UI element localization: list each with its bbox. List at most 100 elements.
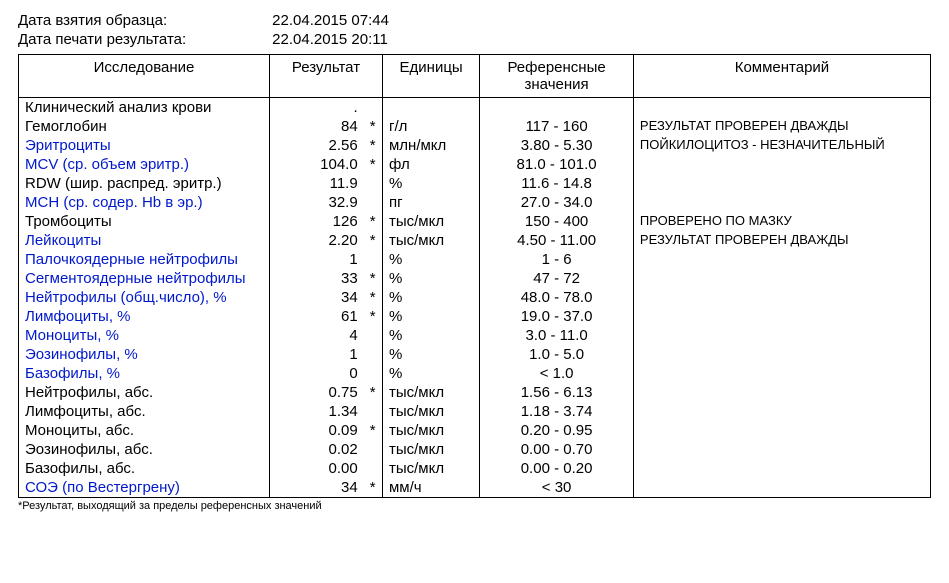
results-table: Исследование Результат Единицы Референсн… — [18, 54, 931, 498]
units: фл — [382, 155, 479, 174]
result-value: 33 — [269, 269, 363, 288]
comment — [633, 440, 930, 459]
test-name: Эозинофилы, абс. — [19, 440, 270, 459]
comment — [633, 364, 930, 383]
test-name: Нейтрофилы, абс. — [19, 383, 270, 402]
test-name[interactable]: СОЭ (по Вестергрену) — [19, 478, 270, 498]
out-of-range-mark: * — [364, 269, 383, 288]
units: млн/мкл — [382, 136, 479, 155]
print-date-value: 22.04.2015 20:11 — [272, 31, 388, 48]
table-row: Палочкоядерные нейтрофилы1%1 - 6 — [19, 250, 931, 269]
result-value: 0.02 — [269, 440, 363, 459]
out-of-range-mark: * — [364, 231, 383, 250]
test-name[interactable]: Моноциты, % — [19, 326, 270, 345]
result-value: 4 — [269, 326, 363, 345]
reference-range: 150 - 400 — [480, 212, 634, 231]
result-value: 104.0 — [269, 155, 363, 174]
units: % — [382, 288, 479, 307]
test-name: Клинический анализ крови — [19, 98, 270, 118]
units: тыс/мкл — [382, 212, 479, 231]
result-value: 1 — [269, 345, 363, 364]
units: % — [382, 326, 479, 345]
units: мм/ч — [382, 478, 479, 498]
test-name[interactable]: Эритроциты — [19, 136, 270, 155]
test-name[interactable]: Нейтрофилы (общ.число), % — [19, 288, 270, 307]
comment — [633, 383, 930, 402]
units: тыс/мкл — [382, 402, 479, 421]
test-name: Тромбоциты — [19, 212, 270, 231]
comment — [633, 459, 930, 478]
result-value: 2.56 — [269, 136, 363, 155]
units: % — [382, 364, 479, 383]
print-date-line: Дата печати результата: 22.04.2015 20:11 — [18, 31, 931, 48]
print-date-label: Дата печати результата: — [18, 31, 268, 48]
out-of-range-mark — [364, 402, 383, 421]
units: тыс/мкл — [382, 440, 479, 459]
result-value: 1.34 — [269, 402, 363, 421]
table-row: MCV (ср. объем эритр.)104.0*фл81.0 - 101… — [19, 155, 931, 174]
table-row: Сегментоядерные нейтрофилы33*%47 - 72 — [19, 269, 931, 288]
header-row: Исследование Результат Единицы Референсн… — [19, 55, 931, 98]
out-of-range-mark — [364, 174, 383, 193]
reference-range: 1.56 - 6.13 — [480, 383, 634, 402]
reference-range: 19.0 - 37.0 — [480, 307, 634, 326]
reference-range: 1.18 - 3.74 — [480, 402, 634, 421]
reference-range: 4.50 - 11.00 — [480, 231, 634, 250]
sample-date-line: Дата взятия образца: 22.04.2015 07:44 — [18, 12, 931, 29]
table-row: Моноциты, абс.0.09*тыс/мкл0.20 - 0.95 — [19, 421, 931, 440]
table-row: Гемоглобин84*г/л117 - 160РЕЗУЛЬТАТ ПРОВЕ… — [19, 117, 931, 136]
comment — [633, 155, 930, 174]
sample-date-value: 22.04.2015 07:44 — [272, 12, 389, 29]
table-row: Нейтрофилы (общ.число), %34*%48.0 - 78.0 — [19, 288, 931, 307]
test-name[interactable]: Лейкоциты — [19, 231, 270, 250]
test-name[interactable]: MCH (ср. содер. Hb в эр.) — [19, 193, 270, 212]
units: % — [382, 345, 479, 364]
result-value: 32.9 — [269, 193, 363, 212]
table-row: Тромбоциты126*тыс/мкл150 - 400ПРОВЕРЕНО … — [19, 212, 931, 231]
test-name: Моноциты, абс. — [19, 421, 270, 440]
out-of-range-mark — [364, 459, 383, 478]
test-name: RDW (шир. распред. эритр.) — [19, 174, 270, 193]
out-of-range-mark: * — [364, 421, 383, 440]
out-of-range-mark — [364, 98, 383, 118]
footnote: *Результат, выходящий за пределы референ… — [18, 500, 931, 512]
reference-range: 117 - 160 — [480, 117, 634, 136]
reference-range: < 30 — [480, 478, 634, 498]
result-value: 0.00 — [269, 459, 363, 478]
table-row: Эозинофилы, %1%1.0 - 5.0 — [19, 345, 931, 364]
col-test: Исследование — [19, 55, 270, 98]
reference-range: < 1.0 — [480, 364, 634, 383]
test-name[interactable]: MCV (ср. объем эритр.) — [19, 155, 270, 174]
test-name[interactable]: Палочкоядерные нейтрофилы — [19, 250, 270, 269]
comment — [633, 421, 930, 440]
out-of-range-mark: * — [364, 383, 383, 402]
reference-range: 48.0 - 78.0 — [480, 288, 634, 307]
result-value: 0 — [269, 364, 363, 383]
comment — [633, 269, 930, 288]
test-name[interactable]: Лимфоциты, % — [19, 307, 270, 326]
table-row: Лейкоциты2.20*тыс/мкл4.50 - 11.00РЕЗУЛЬТ… — [19, 231, 931, 250]
units — [382, 98, 479, 118]
out-of-range-mark — [364, 345, 383, 364]
out-of-range-mark — [364, 326, 383, 345]
reference-range: 0.00 - 0.20 — [480, 459, 634, 478]
comment: РЕЗУЛЬТАТ ПРОВЕРЕН ДВАЖДЫ — [633, 231, 930, 250]
table-row: Базофилы, абс.0.00тыс/мкл0.00 - 0.20 — [19, 459, 931, 478]
test-name[interactable]: Базофилы, % — [19, 364, 270, 383]
out-of-range-mark: * — [364, 212, 383, 231]
units: г/л — [382, 117, 479, 136]
units: % — [382, 269, 479, 288]
table-row: MCH (ср. содер. Hb в эр.)32.9пг27.0 - 34… — [19, 193, 931, 212]
out-of-range-mark: * — [364, 478, 383, 498]
comment — [633, 307, 930, 326]
out-of-range-mark: * — [364, 288, 383, 307]
comment — [633, 250, 930, 269]
test-name[interactable]: Эозинофилы, % — [19, 345, 270, 364]
comment: РЕЗУЛЬТАТ ПРОВЕРЕН ДВАЖДЫ — [633, 117, 930, 136]
comment — [633, 478, 930, 498]
test-name[interactable]: Сегментоядерные нейтрофилы — [19, 269, 270, 288]
reference-range: 27.0 - 34.0 — [480, 193, 634, 212]
reference-range: 3.80 - 5.30 — [480, 136, 634, 155]
result-value: 61 — [269, 307, 363, 326]
col-comment: Комментарий — [633, 55, 930, 98]
